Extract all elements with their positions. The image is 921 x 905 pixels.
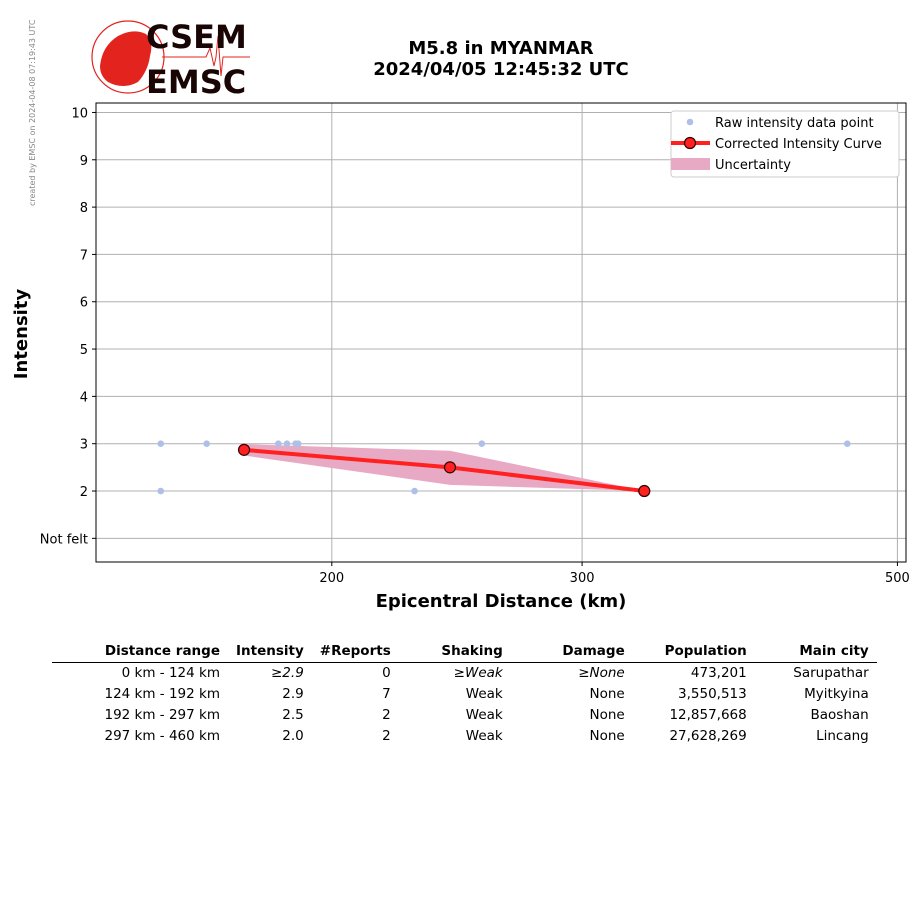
column-header: Shaking xyxy=(398,642,511,663)
chart-title: M5.8 in MYANMAR 2024/04/05 12:45:32 UTC xyxy=(300,38,702,80)
table-cell: None xyxy=(589,686,625,702)
raw-data-point xyxy=(478,440,486,448)
curve-point xyxy=(443,461,457,474)
y-tick-label: Not felt xyxy=(40,532,88,547)
table-cell: 2 xyxy=(382,707,391,723)
raw-data-point xyxy=(294,440,302,448)
table-cell: ≥Weak xyxy=(453,665,503,681)
table-cell: 2.9 xyxy=(282,686,304,702)
x-tick-label: 300 xyxy=(570,571,595,586)
column-header: Main city xyxy=(754,642,877,663)
legend-label: Corrected Intensity Curve xyxy=(715,137,882,152)
column-header: Intensity xyxy=(228,642,312,663)
table-row: 297 km - 460 km 2.0 2 Weak None 27,628,269 Lin… xyxy=(52,726,877,747)
raw-data-point xyxy=(275,440,282,448)
table-cell: Sarupathar xyxy=(793,665,869,681)
y-tick-label: 3 xyxy=(80,438,88,453)
y-tick-label: 5 xyxy=(80,343,88,358)
legend-label: Raw intensity data point xyxy=(715,116,874,131)
table-cell: 2 xyxy=(382,728,391,744)
table-row: 192 km - 297 km 2.5 2 Weak None 12,857,668 Bao… xyxy=(52,705,877,726)
legend-band-swatch xyxy=(671,158,710,170)
column-header: Damage xyxy=(510,642,633,663)
y-axis-label: Intensity xyxy=(11,289,32,380)
table-row: 0 km - 124 km ≥2.9 0 ≥Weak ≥None 473,201 Sarup… xyxy=(52,663,877,685)
intensity-chart: Not felt 2 3 4 5 6 7 8 9 10 200 300 500 Epicentral Di… xyxy=(11,102,910,612)
title-event: M5.8 in MYANMAR xyxy=(408,38,594,59)
plot-frame xyxy=(95,102,907,563)
table-cell: 124 km - 192 km xyxy=(104,686,220,702)
title-datetime: 2024/04/05 12:45:32 UTC xyxy=(373,59,629,80)
y-tick-label: 9 xyxy=(80,154,88,169)
y-tick-label: 7 xyxy=(80,248,88,263)
table-cell: Baoshan xyxy=(810,707,869,723)
legend-raw-marker xyxy=(686,118,694,126)
table-cell: 0 km - 124 km xyxy=(121,665,220,681)
table-cell: 473,201 xyxy=(690,665,747,681)
intensity-table: Distance range Intensity #Reports Shaking Da… xyxy=(52,642,877,747)
table-cell: ≥None xyxy=(578,665,625,681)
svg-text:CSEM: CSEM xyxy=(146,18,247,56)
raw-data-point xyxy=(203,440,210,448)
x-tick-label: 200 xyxy=(319,571,344,586)
legend-label: Uncertainty xyxy=(715,158,791,173)
table-cell: Myitkyina xyxy=(804,686,869,702)
x-tick-label: 500 xyxy=(885,571,910,586)
y-tick-label: 10 xyxy=(71,106,88,121)
table-cell: 192 km - 297 km xyxy=(104,707,220,723)
y-tick-label: 4 xyxy=(80,390,88,405)
raw-data-point xyxy=(411,487,418,495)
column-header: Distance range xyxy=(52,642,228,663)
curve-point xyxy=(237,443,251,456)
x-axis-label: Epicentral Distance (km) xyxy=(376,591,627,612)
raw-data-point xyxy=(157,487,165,495)
y-tick-label: 2 xyxy=(80,485,88,500)
column-header: #Reports xyxy=(311,642,399,663)
y-tick-label: 6 xyxy=(80,296,88,311)
table-cell: None xyxy=(589,728,625,744)
table-cell: 0 xyxy=(382,665,391,681)
table-cell: 297 km - 460 km xyxy=(104,728,220,744)
raw-data-point xyxy=(843,440,851,448)
table-cell: 2.5 xyxy=(282,707,304,723)
raw-data-point xyxy=(157,440,165,448)
y-tick-label: 8 xyxy=(80,201,88,216)
curve-point xyxy=(638,484,651,498)
table-cell: 27,628,269 xyxy=(669,728,747,744)
table-cell: Weak xyxy=(465,686,503,702)
table-row: 124 km - 192 km 2.9 7 Weak None 3,550,513 Myit… xyxy=(52,684,877,705)
table-cell: Weak xyxy=(465,707,503,723)
column-header: Population xyxy=(632,642,755,663)
raw-data-point xyxy=(283,440,291,448)
table-cell: None xyxy=(589,707,625,723)
table-cell: Lincang xyxy=(816,728,869,744)
table-cell: 7 xyxy=(382,686,391,702)
svg-text:EMSC: EMSC xyxy=(146,63,246,98)
table-cell: 3,550,513 xyxy=(678,686,747,702)
table-cell: Weak xyxy=(465,728,503,744)
emsc-logo: CSEM EMSC xyxy=(91,18,250,98)
table-cell: ≥2.9 xyxy=(271,665,304,681)
table-cell: 2.0 xyxy=(282,728,304,744)
legend-curve-marker xyxy=(683,136,697,150)
table-cell: 12,857,668 xyxy=(669,707,747,723)
